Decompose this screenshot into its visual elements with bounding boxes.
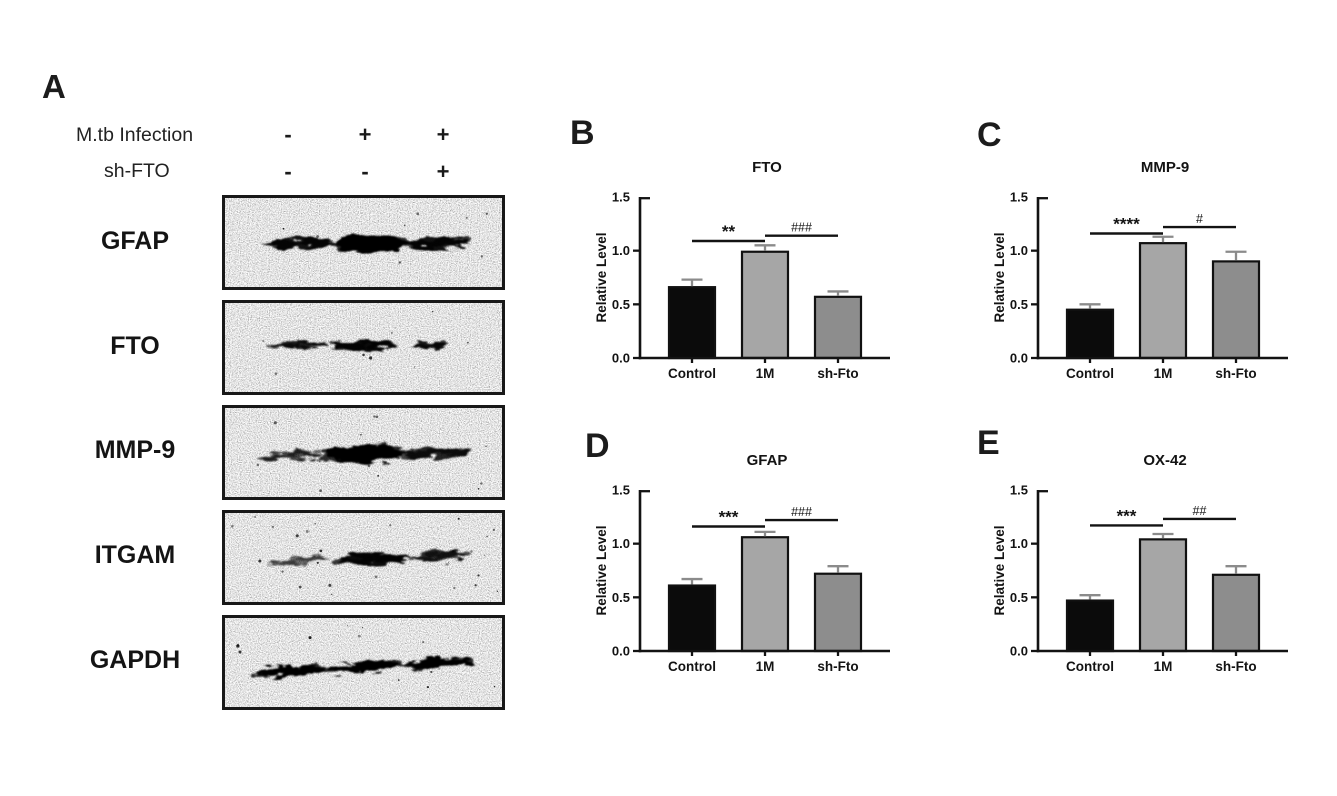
blot-label-fto: FTO <box>110 332 160 360</box>
condition-label-shfto: sh-FTO <box>104 160 170 182</box>
svg-text:1M: 1M <box>756 659 775 674</box>
blot-label-mmp9: MMP-9 <box>94 436 176 464</box>
panel-western-blots: A M.tb Infection - + + sh-FTO - - + GFAP… <box>0 0 560 796</box>
svg-text:OX-42: OX-42 <box>1143 452 1186 469</box>
svg-text:1.5: 1.5 <box>612 483 630 498</box>
svg-text:sh-Fto: sh-Fto <box>817 366 858 381</box>
condition-label-mtb: M.tb Infection <box>76 124 194 146</box>
svg-text:0.5: 0.5 <box>1010 590 1028 605</box>
panel-chart-gfap: D GFAP Relative Level 0.0 0.5 1.0 1.5 Control 1… <box>560 405 920 698</box>
condition-sign: + <box>358 122 372 147</box>
svg-text:0.0: 0.0 <box>612 644 630 659</box>
bar-chart-mmp9: MMP-9 Relative Level 0.0 0.5 1.0 1.5 Control 1M… <box>992 159 1288 381</box>
condition-sign: - <box>361 159 369 184</box>
blot-image-gfap <box>222 195 505 290</box>
blot-image-itgam <box>222 510 505 605</box>
svg-text:****: **** <box>1113 214 1140 233</box>
svg-text:###: ### <box>791 221 812 235</box>
panel-label-d: D <box>585 427 610 465</box>
svg-text:1M: 1M <box>1154 366 1173 381</box>
svg-text:sh-Fto: sh-Fto <box>817 659 858 674</box>
svg-text:1.0: 1.0 <box>612 243 630 258</box>
svg-text:0.0: 0.0 <box>612 351 630 366</box>
svg-text:0.5: 0.5 <box>612 297 630 312</box>
svg-text:FTO: FTO <box>752 159 782 176</box>
bar-chart-fto: FTO Relative Level 0.0 0.5 1.0 1.5 Control 1M sh… <box>594 159 890 381</box>
condition-sign: - <box>284 122 292 147</box>
svg-text:GFAP: GFAP <box>747 452 788 469</box>
blot-image-gapdh <box>222 615 505 710</box>
panel-label-b: B <box>570 114 595 152</box>
panel-label-c: C <box>977 116 1002 154</box>
blot-label-gapdh: GAPDH <box>89 646 181 674</box>
condition-sign: + <box>436 122 450 147</box>
svg-text:0.5: 0.5 <box>1010 297 1028 312</box>
svg-text:1.0: 1.0 <box>1010 243 1028 258</box>
svg-text:1.5: 1.5 <box>1010 190 1028 205</box>
svg-text:0.0: 0.0 <box>1010 644 1028 659</box>
blot-label-gfap: GFAP <box>100 227 170 255</box>
svg-text:1.5: 1.5 <box>612 190 630 205</box>
svg-text:###: ### <box>791 505 812 519</box>
bar-chart-ox42: OX-42 Relative Level 0.0 0.5 1.0 1.5 Control 1M… <box>992 452 1288 674</box>
blot-image-mmp9 <box>222 405 505 500</box>
svg-text:sh-Fto: sh-Fto <box>1215 366 1256 381</box>
condition-sign: + <box>436 159 450 184</box>
panel-label-e: E <box>977 424 1000 462</box>
svg-text:MMP-9: MMP-9 <box>1141 159 1189 176</box>
condition-sign: - <box>284 159 292 184</box>
svg-text:0.0: 0.0 <box>1010 351 1028 366</box>
svg-text:***: *** <box>719 507 739 526</box>
svg-text:Control: Control <box>668 659 716 674</box>
svg-text:##: ## <box>1193 504 1207 518</box>
svg-text:1.5: 1.5 <box>1010 483 1028 498</box>
svg-text:0.5: 0.5 <box>612 590 630 605</box>
svg-text:sh-Fto: sh-Fto <box>1215 659 1256 674</box>
svg-text:1M: 1M <box>756 366 775 381</box>
panel-label-a: A <box>42 68 66 105</box>
svg-text:#: # <box>1196 212 1203 226</box>
svg-text:Relative Level: Relative Level <box>992 525 1007 615</box>
svg-text:Control: Control <box>1066 366 1114 381</box>
blot-image-fto <box>222 300 505 395</box>
svg-text:Relative Level: Relative Level <box>992 232 1007 322</box>
svg-text:Relative Level: Relative Level <box>594 525 609 615</box>
svg-text:1M: 1M <box>1154 659 1173 674</box>
blot-label-itgam: ITGAM <box>94 541 176 569</box>
svg-text:Relative Level: Relative Level <box>594 232 609 322</box>
bar-chart-gfap: GFAP Relative Level 0.0 0.5 1.0 1.5 Control 1M s… <box>594 452 890 674</box>
svg-text:***: *** <box>1117 506 1137 525</box>
svg-text:Control: Control <box>668 366 716 381</box>
svg-text:Control: Control <box>1066 659 1114 674</box>
panel-chart-ox42: E OX-42 Relative Level 0.0 0.5 1.0 1.5 Control… <box>958 405 1318 698</box>
svg-text:1.0: 1.0 <box>1010 536 1028 551</box>
panel-chart-mmp9: C MMP-9 Relative Level 0.0 0.5 1.0 1.5 Control… <box>958 112 1318 405</box>
svg-text:**: ** <box>722 222 736 241</box>
svg-text:1.0: 1.0 <box>612 536 630 551</box>
panel-chart-fto: B FTO Relative Level 0.0 0.5 1.0 1.5 Control 1M… <box>560 112 920 405</box>
